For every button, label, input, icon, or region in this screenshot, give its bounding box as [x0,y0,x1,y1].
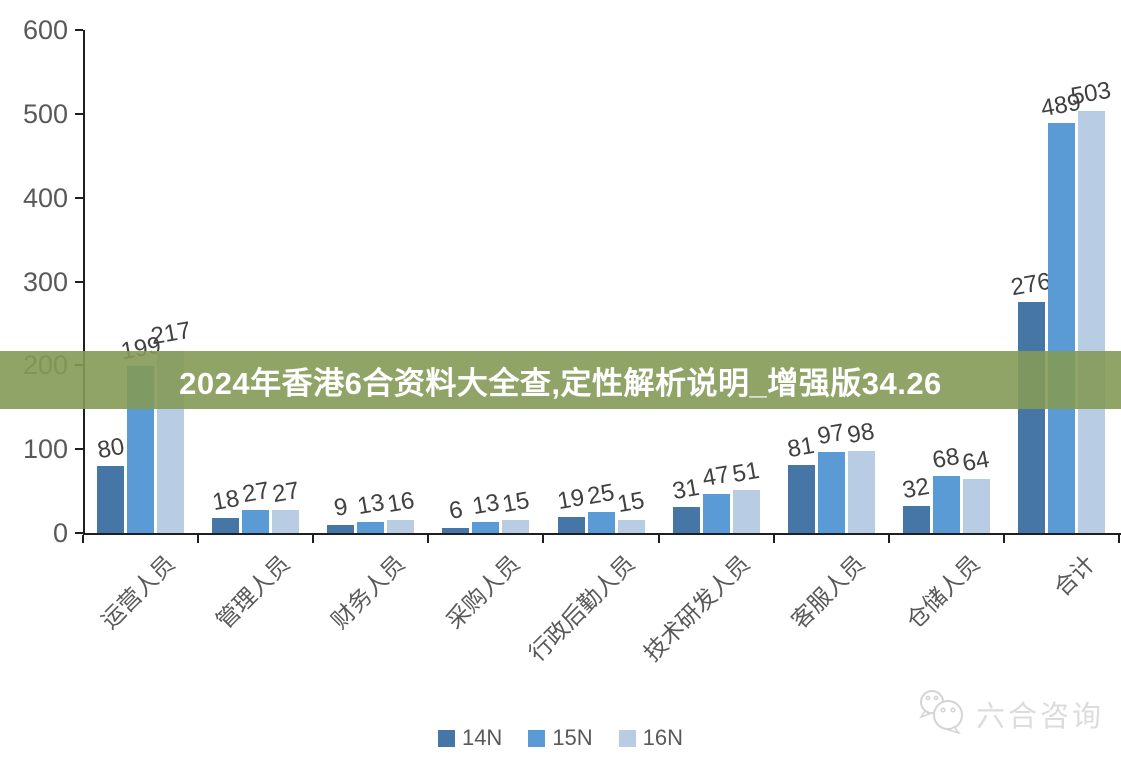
y-tick-label: 400 [22,182,68,213]
watermark-label: 六合咨询 [976,700,1105,733]
category-label: 客服人员 [786,550,870,634]
x-tick [772,535,775,543]
y-tick [75,448,83,451]
bar [1047,123,1075,533]
bar [502,520,530,533]
x-tick [82,535,84,543]
x-tick [312,535,315,543]
y-tick-label: 600 [22,15,68,45]
bar [97,465,125,533]
category-label: 管理人员 [210,550,295,634]
bar [557,517,585,533]
category-label: 采购人员 [441,550,525,634]
bar [1017,301,1045,533]
value-label: 217 [148,316,193,351]
bar [617,520,645,533]
y-tick-label: 100 [22,434,68,465]
bar [357,522,385,533]
bar [702,493,730,533]
y-tick-label: 500 [22,98,68,129]
y-tick [75,196,83,199]
bar [327,525,355,533]
legend-swatch [437,729,455,747]
bar [242,510,270,533]
category-label: 技术研发人员 [638,550,755,667]
x-tick [542,535,545,543]
chart-legend: 14N 15N 16N [0,722,1121,754]
bar [787,465,815,533]
legend-swatch [528,729,546,747]
bar [732,490,760,533]
x-tick [427,535,430,543]
x-tick [197,535,200,543]
x-tick [1118,535,1120,543]
legend-label: 16N [642,725,684,750]
bar [587,512,615,533]
bar [902,506,930,533]
bar [817,451,845,533]
legend-item: 15N [528,725,593,751]
bar [932,475,960,533]
value-label: 503 [1069,77,1114,111]
y-tick [75,112,83,115]
x-tick [657,535,660,543]
banner-overlay: 2024年香港6合资料大全查,定性解析说明_增强版34.26 [0,351,1121,409]
watermark: 六合咨询 [916,688,1104,739]
category-label: 仓储人员 [901,550,985,634]
y-tick [75,29,83,31]
y-axis [83,30,85,535]
y-tick-label: 300 [22,266,68,297]
banner-title: 2024年香港6合资料大全查,定性解析说明_增强版34.26 [179,365,942,401]
legend-label: 14N [461,725,503,750]
bar [472,522,500,533]
legend-item: 16N [618,725,684,751]
y-tick [75,532,83,534]
bar [962,479,990,533]
bar [672,507,700,533]
y-tick [75,280,83,283]
bar [212,517,240,533]
x-axis [83,533,1121,535]
y-tick-label: 0 [52,518,68,548]
x-tick [1002,535,1005,543]
legend-label: 15N [552,725,593,750]
bar [272,510,300,533]
bar [442,527,470,533]
chat-bubbles-icon [916,688,968,739]
legend-swatch [618,729,636,747]
category-label: 合计 [1049,550,1101,602]
bar [387,519,415,533]
x-tick [887,535,890,543]
category-label: 行政后勤人员 [523,550,640,667]
category-label: 运营人员 [95,550,180,634]
bar [847,450,875,533]
legend-item: 14N [437,725,503,751]
category-label: 财务人员 [325,550,410,634]
bar [1077,111,1105,533]
